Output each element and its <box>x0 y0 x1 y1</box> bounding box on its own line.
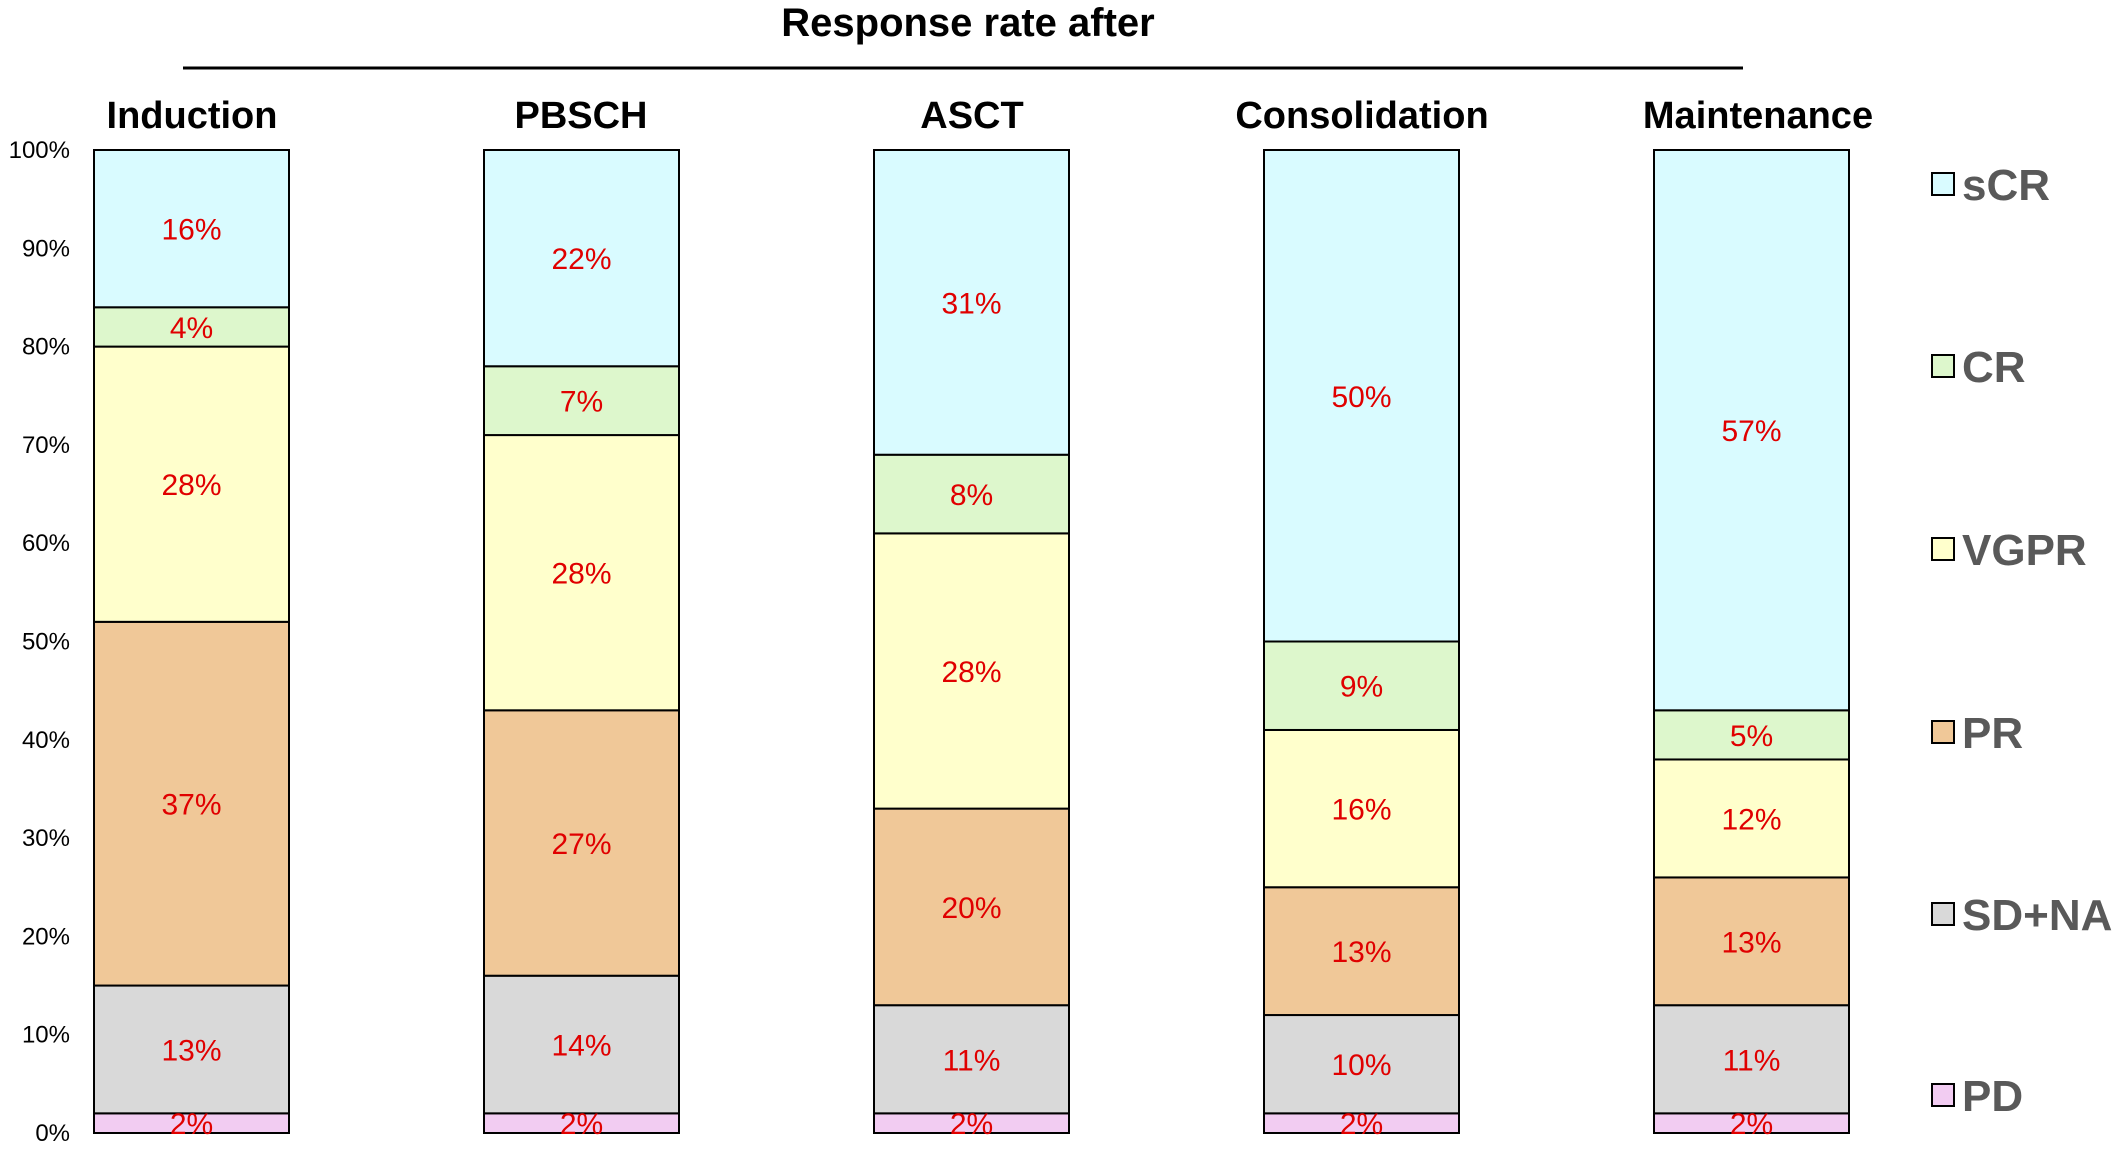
legend-label: VGPR <box>1962 526 2087 575</box>
bar-segment <box>93 345 290 623</box>
data-label: 2% <box>1730 1108 1773 1141</box>
y-tick-label: 50% <box>22 629 70 656</box>
y-tick-label: 20% <box>22 923 70 950</box>
data-label: 22% <box>551 243 611 276</box>
bar-segment <box>1653 1004 1850 1115</box>
y-axis: 0% 10% 20% 30% 40% 50% 60% 70% 80% 90% 100% <box>9 137 70 1147</box>
bar-segment <box>1653 758 1850 879</box>
bar-segment <box>873 149 1070 456</box>
data-label: 4% <box>170 312 213 345</box>
data-label: 8% <box>950 479 993 512</box>
legend-label: SD+NA <box>1962 891 2112 940</box>
y-tick-label: 40% <box>22 727 70 754</box>
y-tick-label: 70% <box>22 432 70 459</box>
data-label: 13% <box>1331 936 1391 969</box>
data-label: 16% <box>161 214 221 247</box>
data-label: 37% <box>161 789 221 822</box>
bar-segment <box>1263 728 1460 889</box>
category-label: Consolidation <box>1235 95 1488 137</box>
y-tick-label: 80% <box>22 334 70 361</box>
bar-segment <box>1263 1014 1460 1115</box>
y-tick-label: 60% <box>22 530 70 557</box>
legend-label: PD <box>1962 1072 2023 1121</box>
data-label: 11% <box>943 1044 1001 1077</box>
category-label: PBSCH <box>514 95 647 137</box>
legend-swatch <box>1931 537 1955 561</box>
bar-segment <box>483 974 680 1115</box>
bar-segment <box>483 149 680 368</box>
bar-segment <box>483 434 680 712</box>
data-label: 50% <box>1331 381 1391 414</box>
bar-segment <box>1653 876 1850 1007</box>
legend-swatch <box>1931 354 1955 378</box>
bar-segment <box>873 532 1070 810</box>
bar-segment <box>483 709 680 977</box>
data-label: 11% <box>1723 1044 1781 1077</box>
y-tick-label: 10% <box>22 1022 70 1049</box>
legend-swatch <box>1931 902 1955 926</box>
data-label: 28% <box>161 469 221 502</box>
bar-segment <box>93 984 290 1115</box>
category-labels: Induction PBSCH ASCT Consolidation Maintenan… <box>107 95 1874 137</box>
data-label: 16% <box>1331 794 1391 827</box>
y-tick-label: 90% <box>22 235 70 262</box>
data-label: 57% <box>1721 415 1781 448</box>
bars-group: 2% 13% 37% 28% 4% 16% 2% 14% 27% 28% 7% 22% 2% 11% 20%… <box>93 149 1850 1141</box>
data-label: 14% <box>551 1030 611 1063</box>
data-label: 27% <box>551 828 611 861</box>
legend-label: sCR <box>1962 161 2050 210</box>
legend-swatch <box>1931 720 1955 744</box>
legend-swatch <box>1931 172 1955 196</box>
y-tick-label: 30% <box>22 825 70 852</box>
bar-segment <box>93 620 290 987</box>
data-label: 20% <box>941 892 1001 925</box>
bar-segment <box>1653 149 1850 712</box>
data-label: 31% <box>941 287 1001 320</box>
data-label: 7% <box>560 386 603 419</box>
legend-label: PR <box>1962 709 2023 758</box>
legend-swatch <box>1931 1083 1955 1107</box>
bar-segment <box>93 149 290 309</box>
data-label: 5% <box>1730 720 1773 753</box>
data-label: 13% <box>1721 926 1781 959</box>
data-label: 2% <box>1340 1108 1383 1141</box>
category-label: Maintenance <box>1643 95 1873 137</box>
legend-label: CR <box>1962 343 2026 392</box>
legend: sCR CR VGPR PR SD+NA PD <box>1931 161 2112 1121</box>
data-label: 28% <box>551 558 611 591</box>
data-label: 28% <box>941 656 1001 689</box>
bar-segment <box>1263 149 1460 643</box>
data-label: 2% <box>950 1108 993 1141</box>
bar-segment <box>873 807 1070 1007</box>
y-tick-label: 0% <box>35 1120 70 1147</box>
data-label: 9% <box>1340 671 1383 704</box>
data-label: 13% <box>161 1034 221 1067</box>
category-label: Induction <box>107 95 278 137</box>
data-label: 12% <box>1721 803 1781 836</box>
data-label: 10% <box>1331 1049 1391 1082</box>
bar-segment <box>1263 886 1460 1017</box>
data-label: 2% <box>560 1108 603 1141</box>
bar-segment <box>873 1004 1070 1115</box>
category-label: ASCT <box>920 95 1023 137</box>
bar-segment <box>93 306 290 348</box>
data-label: 2% <box>170 1108 213 1141</box>
y-tick-label: 100% <box>9 137 70 164</box>
chart-title: Response rate after <box>781 1 1154 45</box>
bar-segment <box>483 365 680 437</box>
